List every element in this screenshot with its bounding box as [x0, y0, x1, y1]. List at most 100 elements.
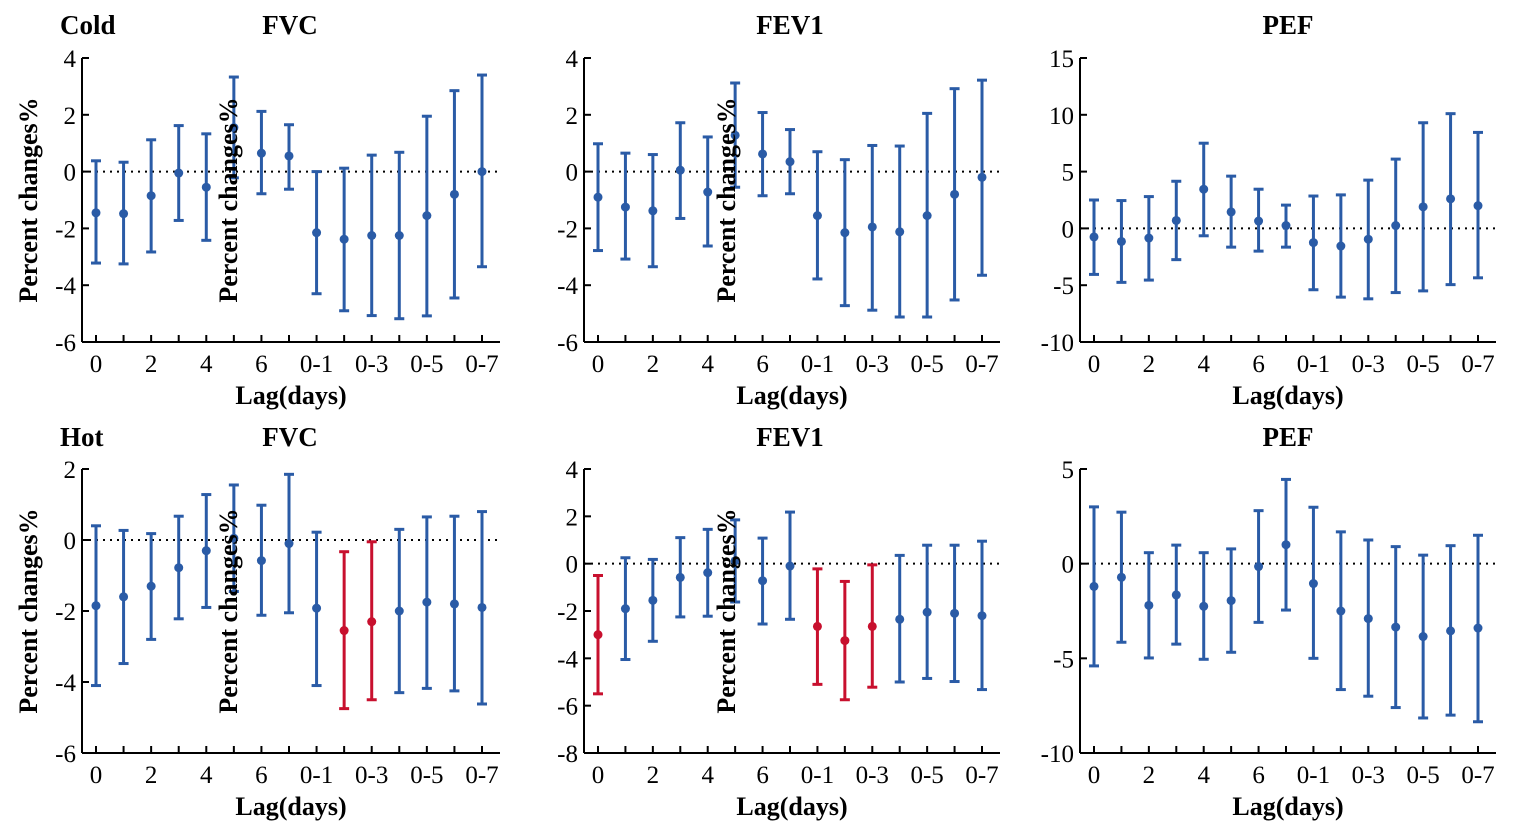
- estimate-point: [1089, 232, 1099, 242]
- estimate-point: [91, 601, 101, 611]
- y-axis-label: Percent changes%: [214, 97, 243, 302]
- panel-title: FVC: [262, 10, 318, 40]
- estimate-point: [229, 533, 239, 543]
- x-tick-label: 0-1: [300, 351, 333, 378]
- estimate-point: [119, 592, 129, 602]
- estimate-point: [1089, 581, 1099, 591]
- estimate-point: [229, 123, 239, 133]
- y-axis-label: Percent changes%: [14, 508, 43, 713]
- estimate-point: [367, 231, 377, 240]
- y-tick-label: -4: [557, 273, 578, 300]
- estimate-point: [477, 602, 487, 612]
- estimate-point: [256, 148, 266, 158]
- estimate-point: [922, 607, 932, 617]
- panel-hot-pef: -10 -5 0 5 0 2 4 6 0-1 0-3 0-5 0-7 PEF Lag(days) Perce…: [712, 422, 1496, 821]
- x-tick-label: 4: [701, 351, 714, 378]
- estimate-point: [1254, 562, 1264, 572]
- estimate-point: [1473, 201, 1483, 211]
- panel-title: PEF: [1263, 422, 1314, 452]
- estimate-point: [1281, 221, 1291, 231]
- estimate-point: [1226, 207, 1236, 217]
- group-label: Hot: [60, 422, 104, 452]
- y-tick-label: -6: [557, 330, 578, 357]
- estimate-point: [1116, 236, 1126, 246]
- estimate-point: [284, 151, 294, 161]
- panel-title: PEF: [1263, 10, 1314, 40]
- x-tick-label: 0-7: [1461, 351, 1494, 378]
- y-axis-label: Percent changes%: [214, 508, 243, 713]
- estimate-point: [367, 617, 377, 627]
- estimate-point: [1446, 194, 1456, 204]
- x-tick-label: 6: [1252, 351, 1265, 378]
- estimate-point: [1144, 600, 1154, 610]
- estimate-point: [1226, 596, 1236, 606]
- y-tick-label: 5: [1062, 160, 1075, 187]
- y-tick-label: -2: [55, 216, 76, 243]
- estimate-point: [339, 234, 349, 244]
- x-tick-label: 0-7: [465, 351, 498, 378]
- estimate-point: [758, 576, 768, 586]
- estimate-point: [620, 202, 630, 212]
- estimate-point: [867, 621, 877, 631]
- x-tick-label: 4: [200, 351, 213, 378]
- estimate-point: [648, 206, 658, 216]
- estimate-point: [1308, 579, 1318, 589]
- estimate-point: [648, 595, 658, 605]
- x-tick-label: 6: [756, 351, 769, 378]
- panel-cold-fvc: -6 -4 -2 0 2 4 0 2 4 6 0-1 0-3 0-5 0-7 FVC Cold Lag(days…: [14, 10, 500, 410]
- y-tick-label: -2: [557, 599, 578, 626]
- y-tick-label: -6: [55, 741, 76, 768]
- estimate-point: [867, 222, 877, 232]
- estimate-point: [1144, 233, 1154, 243]
- estimate-point: [1199, 184, 1209, 194]
- estimate-point: [950, 189, 960, 199]
- estimate-point: [922, 211, 932, 221]
- y-axis-label: Percent changes%: [712, 508, 741, 713]
- estimate-point: [256, 556, 266, 566]
- x-tick-label: 0-5: [410, 351, 443, 378]
- x-tick-label: 2: [1143, 351, 1156, 378]
- x-axis-label: Lag(days): [235, 381, 346, 410]
- estimate-point: [1199, 601, 1209, 611]
- estimate-point: [1473, 623, 1483, 633]
- panel-hot-fev1: -8 -6 -4 -2 0 2 4 0 2 4 6 0-1 0-3 0-5 0-7 FEV1 Lag(days)…: [214, 422, 1000, 821]
- x-tick-label: 0-5: [410, 762, 443, 789]
- y-tick-label: -10: [1041, 330, 1074, 357]
- x-tick-label: 0-3: [856, 762, 889, 789]
- x-tick-label: 2: [145, 762, 158, 789]
- y-tick-label: 0: [64, 528, 77, 555]
- x-axis-label: Lag(days): [1232, 381, 1343, 410]
- y-tick-label: 0: [566, 552, 579, 579]
- y-tick-label: 4: [566, 457, 579, 484]
- estimate-point: [394, 606, 404, 616]
- y-tick-label: 10: [1049, 103, 1074, 130]
- x-tick-label: 0-3: [355, 351, 388, 378]
- estimate-point: [977, 611, 987, 621]
- estimate-point: [312, 228, 322, 238]
- y-tick-label: 5: [1062, 457, 1075, 484]
- estimate-point: [1418, 632, 1428, 642]
- estimate-point: [730, 130, 740, 140]
- x-tick-label: 0-7: [465, 762, 498, 789]
- y-tick-label: 0: [1062, 216, 1075, 243]
- y-tick-label: -5: [1053, 273, 1074, 300]
- x-tick-label: 6: [756, 762, 769, 789]
- estimate-point: [675, 165, 685, 175]
- estimate-point: [1446, 626, 1456, 636]
- x-tick-label: 0: [90, 762, 103, 789]
- estimate-point: [1363, 614, 1373, 624]
- estimate-point: [593, 630, 603, 640]
- y-tick-label: 0: [1062, 552, 1075, 579]
- estimate-point: [339, 626, 349, 636]
- estimate-point: [895, 227, 905, 237]
- y-tick-label: 4: [64, 46, 77, 73]
- estimate-point: [1254, 216, 1264, 226]
- y-tick-label: 2: [64, 457, 77, 484]
- panel-hot-fvc: -6 -4 -2 0 2 0 2 4 6 0-1 0-3 0-5 0-7 FVC Hot Lag(days) P…: [14, 422, 500, 821]
- y-tick-label: 2: [566, 103, 579, 130]
- x-tick-label: 0-7: [1461, 762, 1494, 789]
- x-axis-label: Lag(days): [736, 381, 847, 410]
- x-tick-label: 0-3: [355, 762, 388, 789]
- estimate-point: [840, 636, 850, 646]
- estimate-point: [730, 556, 740, 566]
